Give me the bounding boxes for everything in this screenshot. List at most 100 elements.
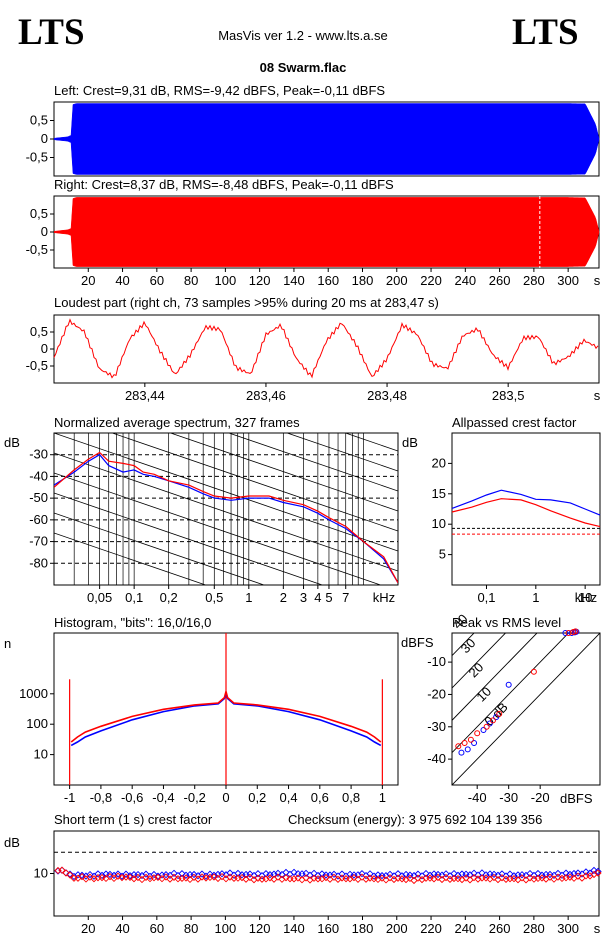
peak-rms-xtick-label: -30	[499, 790, 518, 805]
short-term-point-right	[330, 873, 338, 881]
short-term-point-right	[154, 873, 162, 882]
short-term-point-right	[374, 875, 382, 884]
short-term-point-left	[134, 870, 142, 879]
short-term-point-left	[218, 870, 226, 878]
peak-rms-point-right	[483, 723, 490, 730]
short-term-point-right	[190, 873, 198, 881]
allpassed-crest-title: Allpassed crest factor	[452, 415, 577, 430]
short-term-point-left	[86, 870, 94, 879]
peak-rms-ytick-label: -20	[427, 686, 446, 701]
short-term-point-left	[454, 871, 462, 879]
short-term-point-right	[338, 874, 346, 882]
short-term-point-right	[434, 873, 442, 882]
short-term-point-right	[62, 869, 70, 877]
short-term-point-left	[590, 866, 598, 875]
short-term-point-left	[414, 870, 422, 878]
left-waveform-ytick-label: 0,5	[30, 113, 48, 128]
short-term-point-left	[330, 870, 338, 878]
short-term-point-left	[442, 870, 450, 878]
peak-rms-point-left	[493, 714, 500, 721]
short-term-point-left	[310, 869, 318, 877]
short-term-point-left	[594, 867, 602, 876]
short-term-point-right	[398, 875, 406, 883]
short-term-xtick-label: 200	[386, 921, 408, 936]
right-waveform-xtick-label: 200	[386, 273, 408, 288]
allpassed-series-right	[451, 498, 601, 528]
histogram-xtick-label: -0,4	[152, 790, 174, 805]
peak-rms-point-left	[562, 630, 569, 636]
short-term-point-left	[162, 871, 170, 879]
short-term-point-right	[134, 873, 142, 882]
right-waveform-xtick-label: 260	[489, 273, 511, 288]
loudest-part-ytick-label: 0	[41, 341, 48, 356]
histogram-xtick-label: -0,2	[184, 790, 206, 805]
logo-left: LTS	[18, 12, 85, 53]
peak-rms-xtick-label: -40	[468, 790, 487, 805]
short-term-point-right	[254, 874, 262, 882]
short-term-point-left	[510, 872, 518, 880]
peak-rms-point-left	[464, 746, 471, 753]
right-waveform-xtick-label: 300	[557, 273, 579, 288]
short-term-point-right	[386, 874, 394, 882]
short-term-point-left	[190, 870, 198, 879]
short-term-point-right	[438, 875, 446, 884]
short-term-point-right	[246, 873, 254, 882]
short-term-point-left	[366, 870, 374, 878]
short-term-point-left	[198, 870, 206, 878]
short-term-point-left	[482, 871, 490, 879]
short-term-point-right	[518, 874, 526, 882]
short-term-point-right	[594, 869, 602, 877]
allpassed-xtick-label: 1	[532, 590, 539, 605]
short-term-point-right	[574, 872, 582, 880]
short-term-point-right	[226, 873, 234, 881]
short-term-xtick-label: 140	[283, 921, 305, 936]
spectrum-slope-line	[285, 433, 398, 472]
short-term-point-left	[554, 869, 562, 878]
histogram-xtick-label: 1	[379, 790, 386, 805]
short-term-point-right	[166, 875, 174, 883]
short-term-point-right	[294, 874, 302, 882]
peak-rms-diagonal	[452, 633, 600, 785]
spectrum-ytick-label: -30	[29, 447, 48, 462]
short-term-point-right	[318, 875, 326, 883]
right-waveform-xtick-label: 20	[81, 273, 95, 288]
right-waveform-xtick-label: 160	[317, 273, 339, 288]
short-term-point-right	[550, 875, 558, 883]
spectrum-slope-line	[169, 433, 398, 512]
short-term-point-right	[510, 874, 518, 883]
loudest-part-line	[53, 318, 599, 379]
short-term-point-left	[94, 870, 102, 878]
short-term-point-left	[150, 870, 158, 879]
peak-rms-point-left	[471, 739, 478, 746]
spectrum-xtick-label: 5	[325, 590, 332, 605]
short-term-point-left	[538, 871, 546, 879]
short-term-point-left	[78, 871, 86, 879]
spectrum-slope-line	[54, 293, 398, 411]
short-term-point-left	[358, 870, 366, 878]
spectrum-xtick-label: 0,1	[125, 590, 143, 605]
short-term-point-left	[234, 869, 242, 878]
spectrum-ytick-label: -40	[29, 468, 48, 483]
short-term-point-left	[154, 872, 162, 880]
short-term-point-left	[562, 869, 570, 877]
short-term-point-left	[370, 872, 378, 880]
histogram-xtick-label: 0,8	[342, 790, 360, 805]
right-waveform-xtick-label: 120	[249, 273, 271, 288]
spectrum-slope-line	[54, 472, 382, 585]
histogram-xtick-label: 0,4	[280, 790, 298, 805]
short-term-point-right	[406, 874, 414, 883]
right-waveform-xtick-label: 40	[115, 273, 129, 288]
histogram-xtick-label: -0,6	[121, 790, 143, 805]
short-term-point-right	[262, 875, 270, 883]
short-term-point-left	[478, 869, 486, 877]
right-waveform-xtick-label: 220	[420, 273, 442, 288]
right-waveform-ytick-label: -0,5	[26, 242, 48, 257]
allpassed-xtick-label: kHz	[575, 590, 597, 605]
short-term-xtick-label: 80	[184, 921, 198, 936]
short-term-point-right	[482, 874, 490, 882]
peak-rms-point-left	[458, 749, 465, 756]
peak-rms-diag-label: 20	[466, 660, 487, 681]
short-term-point-right	[390, 875, 398, 884]
short-term-point-right	[106, 872, 114, 881]
short-term-point-left	[206, 870, 214, 878]
